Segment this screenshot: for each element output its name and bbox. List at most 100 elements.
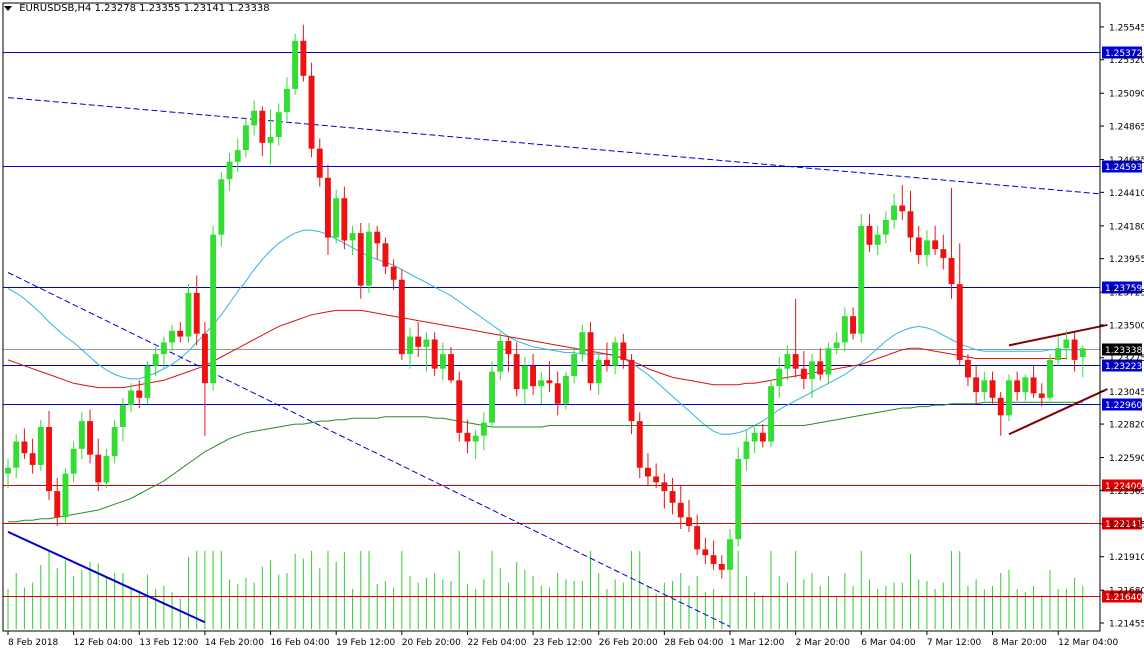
bullish-candle [128, 390, 134, 406]
bearish-candle [325, 177, 331, 238]
bullish-candle [349, 233, 356, 241]
bullish-candle [563, 376, 569, 404]
bullish-candle [776, 368, 783, 387]
bullish-candle [612, 342, 619, 366]
bearish-candle [817, 361, 824, 375]
volume-layer [7, 551, 1084, 629]
bearish-candle [308, 75, 315, 149]
collapse-triangle-icon[interactable] [4, 5, 12, 11]
bullish-candle [78, 421, 85, 449]
level-price-tag [1102, 590, 1142, 603]
bullish-candle [234, 150, 241, 162]
bearish-candle [374, 231, 381, 244]
bullish-candle [243, 125, 249, 151]
bearish-candle [669, 491, 676, 503]
bearish-candle [415, 336, 422, 347]
bearish-candle [661, 482, 668, 492]
bullish-candle [333, 198, 340, 238]
bullish-candle [858, 225, 865, 334]
y-tick-label: 1.24635 [1109, 156, 1144, 166]
symbol-label: EURUSDSB,H4 [19, 3, 92, 14]
x-tick-label: 8 Feb 2018 [8, 638, 59, 648]
bullish-candle [784, 354, 791, 369]
bearish-candle [956, 284, 963, 360]
bullish-candle [924, 240, 930, 255]
bearish-candle [686, 517, 692, 526]
bullish-candle [226, 161, 233, 180]
bearish-candle [694, 526, 701, 550]
bullish-candle [571, 354, 578, 376]
level-price-label: 1.22960 [1105, 401, 1142, 411]
level-price-label: 1.23223 [1105, 362, 1142, 372]
bearish-candle [316, 148, 323, 178]
ohlc-close: 1.23338 [228, 3, 270, 14]
bearish-candle [677, 502, 684, 518]
x-tick-label: 19 Feb 12:00 [336, 638, 395, 648]
level-price-label: 1.21640 [1105, 593, 1142, 603]
x-tick-label: 20 Feb 20:00 [402, 638, 461, 648]
moving-average-line [7, 309, 1067, 389]
bearish-candle [604, 359, 610, 366]
bullish-candle [275, 112, 282, 137]
bearish-candle [628, 359, 635, 422]
bullish-candle [825, 348, 832, 375]
moving-average-line [8, 401, 1083, 523]
bullish-candle [1063, 339, 1070, 349]
bearish-candle [636, 421, 643, 468]
bullish-candle [267, 137, 274, 143]
x-tick-label: 13 Feb 12:00 [139, 638, 198, 648]
bearish-candle [866, 225, 873, 245]
x-tick-label: 26 Feb 20:00 [599, 638, 658, 648]
bullish-candle [727, 539, 733, 570]
level-price-tag [1102, 359, 1142, 372]
bearish-candle [718, 564, 725, 570]
bullish-candle [70, 448, 77, 474]
trendline [7, 97, 1100, 195]
bullish-candle [210, 234, 217, 384]
bullish-candle [981, 380, 988, 392]
level-price-tag [1102, 479, 1142, 492]
level-price-tag [1102, 46, 1142, 59]
bearish-candle [193, 292, 200, 334]
bullish-candle [37, 427, 44, 465]
bearish-candle [620, 342, 627, 360]
y-tick-label: 1.21910 [1109, 553, 1144, 563]
bearish-candle [759, 432, 766, 442]
y-tick-label: 1.25320 [1109, 56, 1144, 66]
y-tick-label: 1.22365 [1109, 487, 1144, 497]
bearish-candle [932, 240, 939, 250]
bullish-candle [292, 40, 299, 89]
bullish-candle [735, 459, 742, 540]
trendline [1008, 323, 1108, 347]
bearish-candle [1030, 377, 1037, 394]
bearish-candle [382, 243, 389, 267]
bearish-candle [965, 359, 971, 378]
bearish-candle [989, 380, 996, 398]
plot-frame [2, 2, 1101, 632]
bearish-candle [398, 279, 405, 355]
x-tick-label: 1 Mar 12:00 [730, 638, 785, 648]
y-tick-label: 1.25090 [1109, 90, 1144, 100]
bullish-candle [111, 427, 118, 457]
y-tick-label: 1.23955 [1109, 255, 1144, 265]
bearish-candle [850, 316, 856, 334]
moving-average-line [7, 229, 1083, 435]
bullish-candle [751, 432, 758, 442]
bearish-candle [341, 198, 348, 241]
bullish-candle [1055, 348, 1062, 360]
bullish-candle [833, 342, 840, 349]
bearish-candle [448, 354, 454, 381]
bullish-candle [743, 441, 750, 459]
bullish-candle [144, 365, 151, 398]
bearish-candle [948, 257, 955, 285]
bearish-candle [702, 549, 709, 556]
x-tick-label: 16 Feb 04:00 [271, 638, 330, 648]
trendline [7, 272, 731, 628]
bearish-candle [940, 249, 947, 258]
bearish-candle [973, 377, 980, 392]
bullish-candle [160, 342, 167, 355]
bearish-candle [259, 110, 266, 143]
